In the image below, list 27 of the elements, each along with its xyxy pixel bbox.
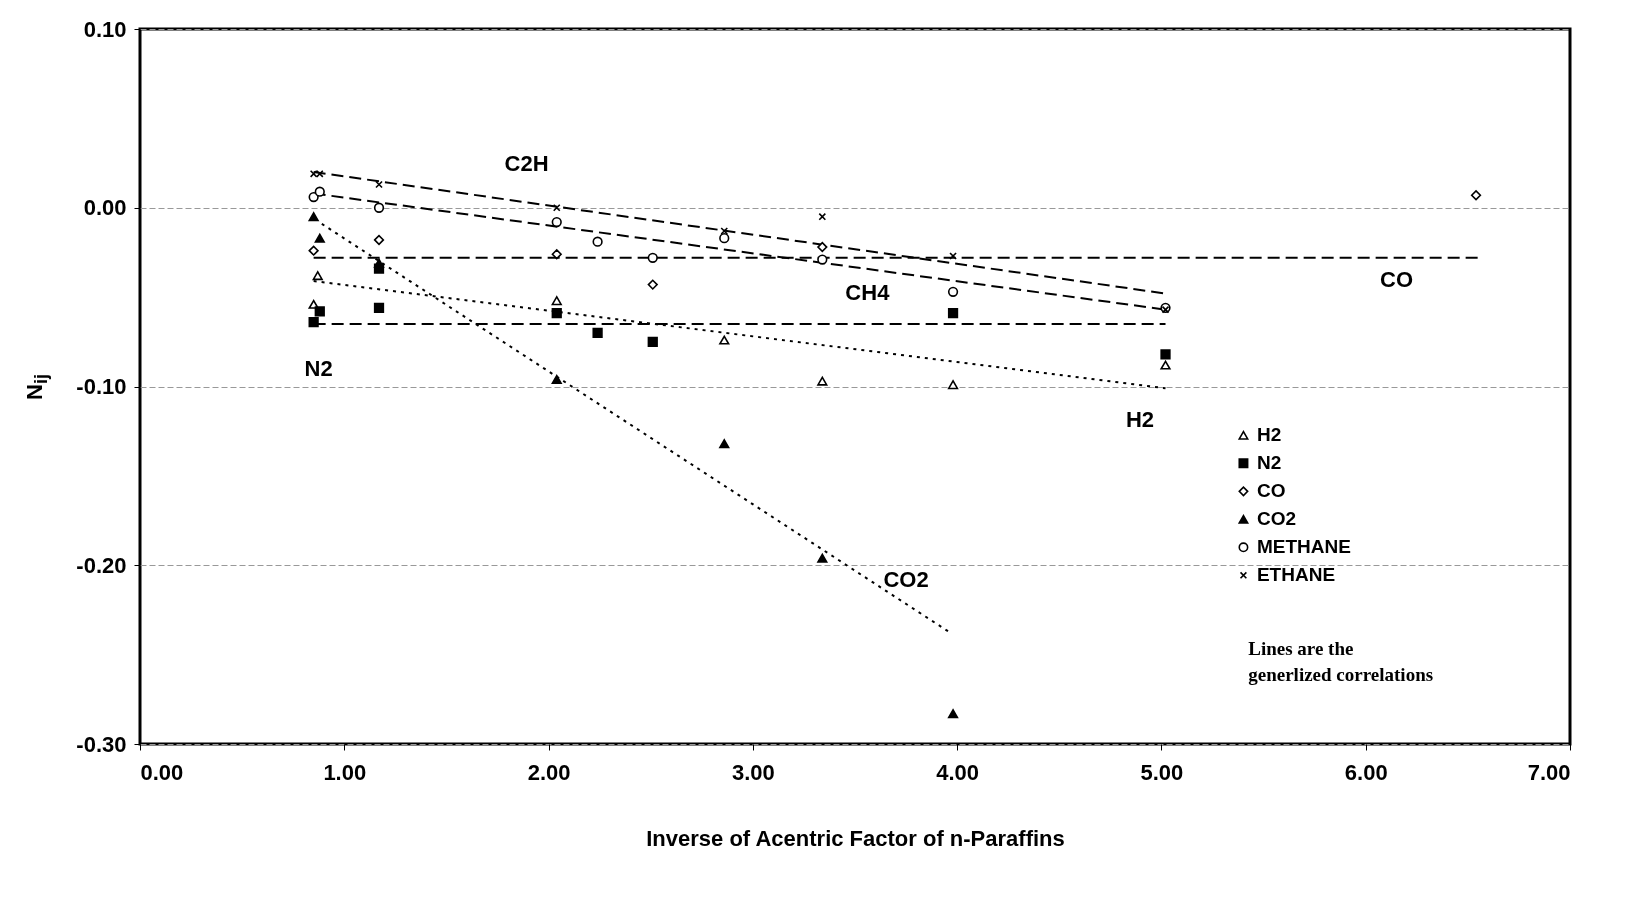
x-tick-label: 6.00 <box>1344 759 1388 785</box>
x-tick-label: 3.00 <box>731 759 775 785</box>
y-tick-label: -0.20 <box>76 552 127 578</box>
series-label: CH4 <box>845 279 891 305</box>
x-tick-label: 5.00 <box>1140 759 1184 785</box>
y-tick-label: 0.00 <box>83 195 127 221</box>
series-label: CO <box>1380 266 1414 292</box>
y-tick-label: -0.10 <box>76 374 127 399</box>
annotation: Lines are the generlized correlations <box>1248 638 1434 686</box>
series-label: C2H <box>504 151 549 177</box>
legend-label: CO2 <box>1256 508 1297 530</box>
legend-label: ETHANE <box>1256 564 1336 586</box>
legend-label: METHANE <box>1256 536 1351 558</box>
series-label: CO2 <box>883 566 929 592</box>
x-tick-label: 2.00 <box>527 759 571 785</box>
y-tick-label: -0.30 <box>76 731 127 757</box>
series-label: N2 <box>304 355 333 381</box>
legend-label: CO <box>1256 480 1286 502</box>
series-label: H2 <box>1125 407 1155 433</box>
x-tick-label: 1.00 <box>323 759 367 785</box>
y-tick-label: 0.10 <box>83 16 127 42</box>
x-tick-label: 7.00 <box>1527 759 1571 785</box>
x-axis-title: Inverse of Acentric Factor of n-Paraffins <box>646 825 1065 851</box>
legend-label: N2 <box>1256 452 1282 474</box>
x-tick-label: 4.00 <box>936 759 980 785</box>
legend-label: H2 <box>1256 424 1282 446</box>
x-tick-label: 0.00 <box>140 759 184 785</box>
